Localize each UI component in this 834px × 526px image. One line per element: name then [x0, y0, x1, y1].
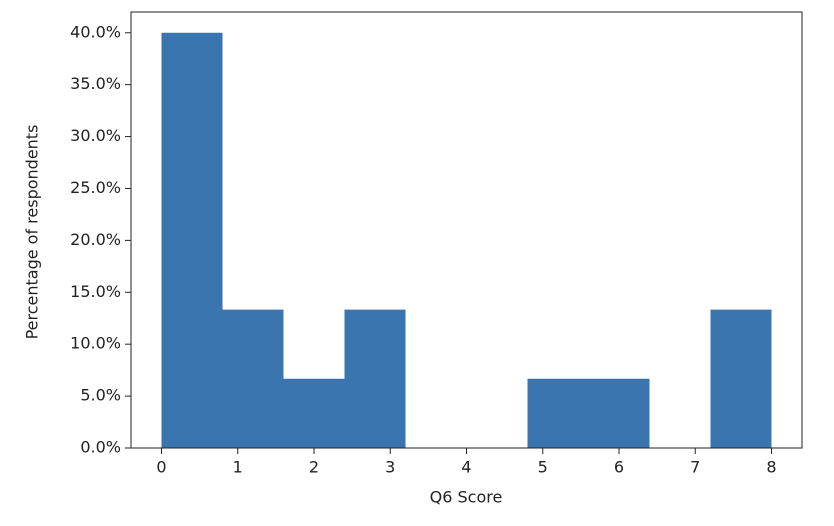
y-tick-label: 10.0%	[70, 334, 121, 353]
x-tick-label: 7	[690, 458, 700, 477]
bar	[283, 378, 345, 448]
x-tick-label: 2	[309, 458, 319, 477]
x-tick-label: 0	[156, 458, 166, 477]
x-tick-label: 8	[766, 458, 776, 477]
x-tick-label: 1	[233, 458, 243, 477]
plot-frame	[130, 11, 803, 449]
y-tick-label: 25.0%	[70, 178, 121, 197]
y-tick-label: 5.0%	[80, 386, 121, 405]
y-tick-label: 0.0%	[80, 438, 121, 457]
bar	[710, 309, 772, 448]
y-tick-label: 20.0%	[70, 230, 121, 249]
x-tick-label: 5	[538, 458, 548, 477]
y-tick-label: 15.0%	[70, 282, 121, 301]
bar	[161, 32, 223, 449]
bar	[222, 309, 284, 448]
y-tick-label: 40.0%	[70, 22, 121, 41]
y-tick-label: 30.0%	[70, 126, 121, 145]
x-axis-label: Q6 Score	[430, 488, 503, 507]
x-tick-label: 6	[614, 458, 624, 477]
y-axis-label: Percentage of respondents	[23, 125, 42, 340]
y-tick-label: 35.0%	[70, 74, 121, 93]
bar	[344, 309, 406, 448]
bar	[588, 378, 650, 448]
bar	[527, 378, 589, 448]
x-tick-label: 4	[461, 458, 471, 477]
x-tick-label: 3	[385, 458, 395, 477]
